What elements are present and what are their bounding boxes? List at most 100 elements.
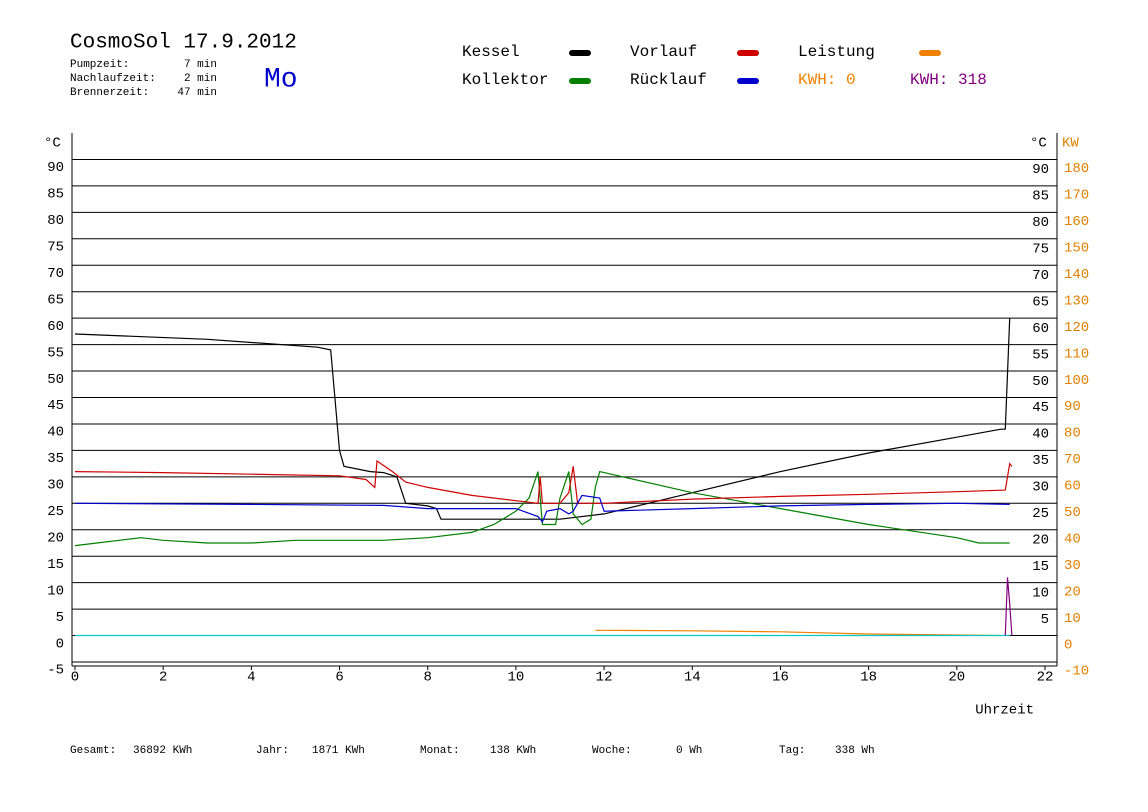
y-tick-label: 20 (47, 530, 64, 546)
y-tick-label: -5 (47, 663, 64, 679)
x-tick-label: 18 (860, 670, 877, 686)
y2-tick-label: 60 (1064, 479, 1081, 495)
day: Mo (264, 64, 298, 95)
y2-tick-label: -10 (1064, 664, 1089, 680)
series-line (74, 318, 1011, 520)
footer-label: Tag: (779, 745, 805, 757)
y-tick-label: 30 (47, 478, 64, 494)
series-line (74, 470, 1010, 547)
legend-label: Rücklauf (630, 71, 707, 89)
y-axis-label: °C (1030, 136, 1047, 152)
y-tick-label: 25 (1032, 506, 1049, 522)
info-label: Nachlaufzeit: (70, 73, 156, 85)
y2-tick-label: 150 (1064, 241, 1089, 257)
y-tick-label: 70 (1032, 268, 1049, 284)
x-tick-label: 10 (508, 670, 525, 686)
footer-label: Woche: (592, 745, 632, 757)
y-tick-label: 20 (1032, 532, 1049, 548)
y-tick-label: 40 (47, 425, 64, 441)
x-tick-label: 12 (596, 670, 613, 686)
x-tick-label: 0 (71, 670, 79, 686)
y2-tick-label: 100 (1064, 373, 1089, 389)
y-tick-label: 5 (1041, 612, 1049, 628)
x-axis-label: Uhrzeit (975, 703, 1034, 719)
y-tick-label: 50 (47, 372, 64, 388)
x-tick-label: 20 (948, 670, 965, 686)
series-line (74, 459, 1013, 504)
y-tick-label: 35 (47, 451, 64, 467)
x-tick-label: 2 (159, 670, 167, 686)
y-tick-label: 85 (47, 187, 64, 203)
y-tick-label: 15 (47, 557, 64, 573)
y2-tick-label: 20 (1064, 584, 1081, 600)
x-tick-label: 14 (684, 670, 701, 686)
y-tick-label: 60 (47, 319, 64, 335)
y2-tick-label: 120 (1064, 320, 1089, 336)
y-tick-label: 10 (1032, 585, 1049, 601)
y-tick-label: 25 (47, 504, 64, 520)
y2-tick-label: 10 (1064, 611, 1081, 627)
footer-label: Gesamt: (70, 745, 116, 757)
chart-title: CosmoSol 17.9.2012 (70, 32, 297, 55)
y-tick-label: 65 (47, 292, 64, 308)
y2-tick-label: 160 (1064, 214, 1089, 230)
x-tick-label: 16 (772, 670, 789, 686)
y-tick-label: 50 (1032, 374, 1049, 390)
y-tick-label: 75 (1032, 242, 1049, 258)
x-tick-label: 4 (247, 670, 255, 686)
info-label: Brennerzeit: (70, 87, 149, 99)
y2-tick-label: 80 (1064, 426, 1081, 442)
y-tick-label: 60 (1032, 321, 1049, 337)
kwh-label: KWH: 0 (798, 71, 856, 89)
y-tick-label: 80 (47, 213, 64, 229)
y2-tick-label: 40 (1064, 531, 1081, 547)
footer-label: Jahr: (256, 745, 289, 757)
y2-axis-label: KW (1062, 136, 1079, 152)
legend-label: Kollektor (462, 71, 548, 89)
legend-label: Kessel (462, 43, 520, 61)
y-tick-label: 10 (47, 583, 64, 599)
footer-label: Monat: (420, 745, 460, 757)
y-tick-label: 75 (47, 240, 64, 256)
y-tick-label: 55 (1032, 347, 1049, 363)
footer-value: 1871 KWh (312, 745, 365, 757)
footer-value: 36892 KWh (133, 745, 192, 757)
series-line (595, 629, 1001, 637)
series-line (1004, 577, 1013, 636)
y2-tick-label: 50 (1064, 505, 1081, 521)
y-axis-label: °C (44, 136, 61, 152)
y2-tick-label: 30 (1064, 558, 1081, 574)
y2-tick-label: 110 (1064, 346, 1089, 362)
y2-tick-label: 90 (1064, 399, 1081, 415)
y2-tick-label: 0 (1064, 637, 1072, 653)
y-tick-label: 15 (1032, 559, 1049, 575)
y-tick-label: 80 (1032, 215, 1049, 231)
y-tick-label: 35 (1032, 453, 1049, 469)
y-tick-label: 70 (47, 266, 64, 282)
y-tick-label: 90 (1032, 162, 1049, 178)
y-tick-label: 85 (1032, 189, 1049, 205)
y2-tick-label: 180 (1064, 161, 1089, 177)
y-tick-label: 45 (1032, 400, 1049, 416)
y-tick-label: 30 (1032, 480, 1049, 496)
y-tick-label: 65 (1032, 294, 1049, 310)
legend-label: Vorlauf (630, 43, 697, 61)
info-value: 47 min (177, 87, 217, 99)
y-tick-label: 90 (47, 160, 64, 176)
footer-value: 338 Wh (835, 745, 875, 757)
kwh-label: KWH: 318 (910, 71, 987, 89)
footer-value: 138 KWh (490, 745, 536, 757)
y2-tick-label: 140 (1064, 267, 1089, 283)
footer-value: 0 Wh (676, 745, 702, 757)
y2-tick-label: 130 (1064, 293, 1089, 309)
series-line (74, 494, 1010, 523)
y-tick-label: 45 (47, 398, 64, 414)
y-tick-label: 55 (47, 345, 64, 361)
y-tick-label: 0 (56, 636, 64, 652)
y-tick-label: 40 (1032, 427, 1049, 443)
legend-label: Leistung (798, 43, 875, 61)
info-value: 2 min (184, 73, 217, 85)
info-label: Pumpzeit: (70, 59, 129, 71)
